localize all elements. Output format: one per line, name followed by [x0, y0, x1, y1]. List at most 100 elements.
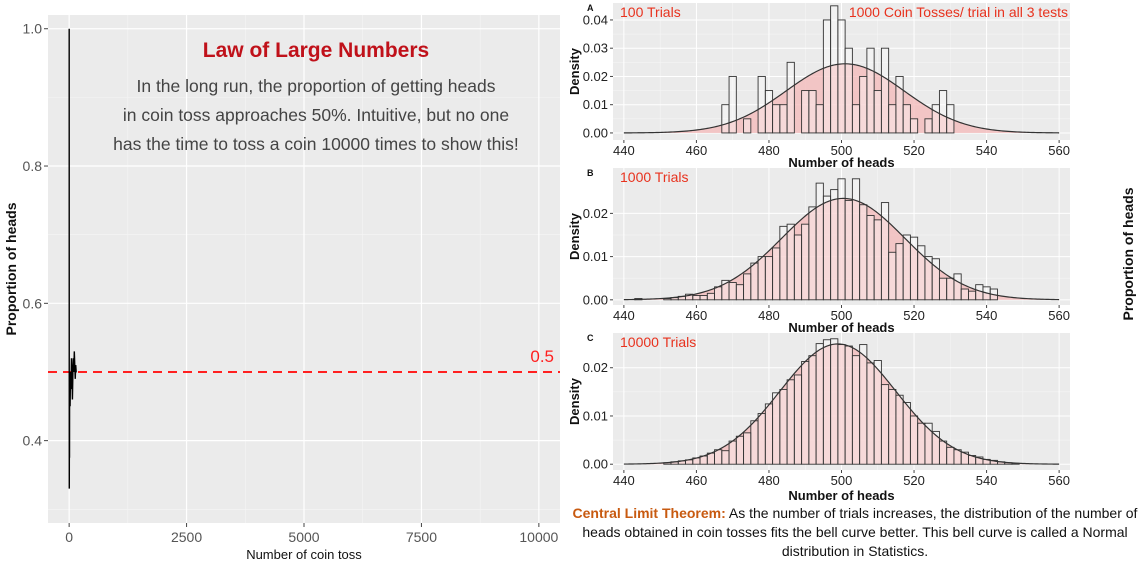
x-tick-label: 540 — [976, 308, 998, 323]
histogram-bar — [866, 47, 875, 134]
x-tick-label: 5000 — [288, 529, 319, 545]
histogram-bar — [786, 379, 795, 465]
x-axis-title: Number of heads — [788, 155, 894, 170]
histogram-bar — [735, 284, 745, 301]
histogram-bar — [750, 420, 759, 465]
histogram-bar — [917, 422, 926, 465]
histogram-bar — [888, 388, 897, 465]
histogram-bar — [772, 104, 781, 134]
histogram-bar — [786, 61, 795, 134]
histogram-bar — [924, 118, 933, 134]
histogram-bar — [699, 295, 708, 301]
x-axis-title: Number of heads — [788, 488, 894, 503]
panel-label: A — [587, 3, 594, 13]
histogram-bar — [793, 374, 803, 465]
histogram-bar — [880, 47, 890, 134]
histogram-bar — [960, 288, 969, 301]
histogram-bar — [873, 219, 882, 301]
histogram-bar — [757, 75, 766, 134]
histogram-bar — [967, 290, 977, 301]
normal-curve-area — [623, 198, 1060, 300]
histogram-bar — [779, 225, 788, 301]
clt-caption-lead: Central Limit Theorem: — [572, 505, 726, 521]
x-tick-label: 520 — [903, 308, 925, 323]
x-tick-label: 7500 — [406, 529, 437, 545]
histogram-bar — [750, 262, 759, 301]
x-tick-label: 440 — [613, 308, 635, 323]
histogram-bar — [779, 388, 788, 465]
normal-curve-line — [623, 343, 1060, 465]
histogram-bar — [815, 104, 824, 134]
histogram-bar — [815, 182, 824, 301]
y-tick-label: 0.01 — [583, 249, 608, 264]
histogram-bar — [880, 384, 890, 465]
x-tick-label: 460 — [686, 308, 708, 323]
histogram-bar — [888, 104, 897, 134]
histogram-bar — [895, 394, 904, 465]
histogram-bar — [822, 195, 832, 301]
histogram-bar — [946, 277, 955, 301]
chart-title: Law of Large Numbers — [203, 39, 429, 62]
histogram-bar — [815, 343, 824, 465]
x-tick-label: 500 — [831, 308, 853, 323]
histogram-bar — [801, 361, 810, 465]
histogram-bar — [830, 5, 839, 134]
histogram-bar — [946, 446, 955, 465]
histogram-bar — [859, 344, 868, 465]
x-tick-label: 0 — [65, 529, 73, 545]
x-tick-label: 540 — [976, 143, 998, 158]
histogram-bar — [793, 234, 803, 301]
histogram-bar — [721, 104, 730, 134]
histogram-bar — [757, 413, 766, 465]
histogram-bar — [822, 19, 832, 134]
y-tick-label: 1.0 — [23, 21, 43, 37]
y-tick-label: 0.02 — [583, 360, 608, 375]
y-axis-title: Proportion of heads — [3, 202, 19, 335]
histogram-bar — [931, 104, 940, 134]
y-tick-label: 0.6 — [23, 295, 43, 311]
histogram-bar — [808, 90, 817, 134]
histogram-bar — [902, 104, 911, 134]
histogram-bar — [808, 206, 817, 301]
histogram-bar — [779, 104, 788, 134]
histogram-bar — [909, 118, 919, 134]
histogram-bar — [808, 355, 817, 465]
histogram-bar — [909, 415, 919, 465]
panel-label: C — [587, 333, 594, 343]
histogram-bar — [859, 75, 868, 134]
x-tick-label: 10000 — [519, 529, 558, 545]
trials-annotation: 10000 Trials — [620, 334, 696, 350]
histogram-bar — [844, 47, 853, 134]
x-tick-label: 460 — [686, 143, 708, 158]
histogram-bar — [873, 360, 882, 465]
y-tick-label: 0.00 — [583, 125, 608, 140]
normal-curve-area — [623, 343, 1060, 465]
y-tick-label: 0.8 — [23, 158, 43, 174]
x-tick-label: 480 — [758, 308, 780, 323]
panel-label: B — [587, 168, 594, 178]
histogram-bar — [743, 118, 752, 134]
histogram-bar — [721, 450, 730, 465]
histogram-bar — [953, 449, 962, 465]
histogram-bar — [880, 202, 890, 301]
histogram-bar — [953, 273, 962, 301]
x-tick-label: 500 — [831, 143, 853, 158]
reference-line-label: 0.5 — [530, 347, 554, 366]
histogram-bar — [743, 273, 752, 301]
histogram-bar — [895, 243, 904, 301]
histogram-bar — [866, 215, 875, 301]
histogram-bar — [692, 295, 701, 301]
x-tick-label: 480 — [758, 473, 780, 488]
y-tick-label: 0.00 — [583, 292, 608, 307]
y-tick-label: 0.02 — [583, 206, 608, 221]
histogram-bar — [801, 90, 810, 134]
histogram-bar — [830, 189, 839, 301]
histogram-bar — [786, 223, 795, 301]
histogram-bar — [743, 432, 752, 465]
y-tick-label: 0.4 — [23, 433, 43, 449]
histogram-bar — [772, 392, 781, 465]
histogram-bar — [851, 104, 861, 134]
histogram-bar — [764, 90, 774, 134]
histogram-bar — [859, 204, 868, 301]
x-tick-label: 520 — [903, 473, 925, 488]
